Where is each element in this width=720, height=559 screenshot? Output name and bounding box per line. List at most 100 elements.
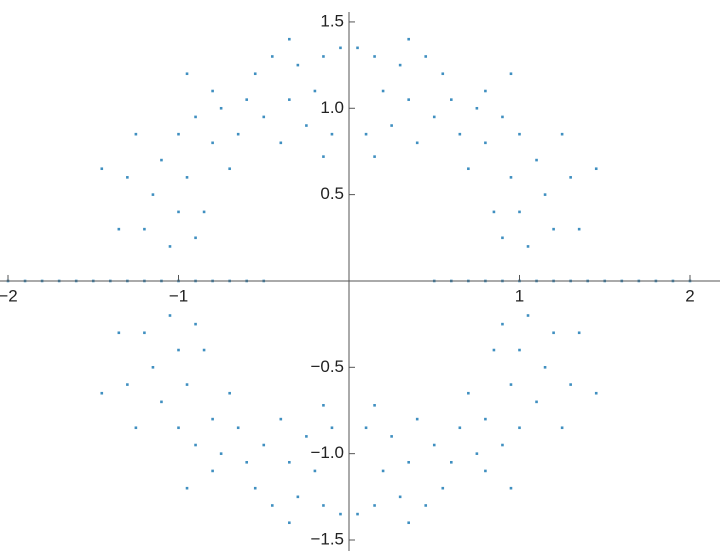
point xyxy=(356,46,359,50)
point xyxy=(577,227,581,231)
point xyxy=(501,443,504,447)
point xyxy=(228,391,231,395)
point xyxy=(279,417,283,421)
point xyxy=(509,486,513,490)
point xyxy=(543,193,547,196)
x-tick-label: −2 xyxy=(0,286,18,305)
point xyxy=(458,426,462,430)
point xyxy=(450,460,453,464)
point xyxy=(322,55,325,58)
point xyxy=(364,426,368,430)
point xyxy=(526,314,530,317)
point xyxy=(398,63,402,67)
point xyxy=(356,512,359,516)
point xyxy=(518,210,521,214)
point xyxy=(322,404,325,407)
point xyxy=(219,452,223,455)
point xyxy=(373,155,376,158)
point xyxy=(262,115,266,119)
point xyxy=(100,391,104,395)
point xyxy=(373,55,376,58)
point xyxy=(211,89,214,93)
point xyxy=(484,417,487,421)
point xyxy=(322,504,325,507)
point xyxy=(305,435,308,438)
point xyxy=(194,322,197,326)
point xyxy=(398,495,402,499)
point xyxy=(424,504,428,507)
point xyxy=(245,98,249,101)
point xyxy=(415,141,419,145)
point xyxy=(126,176,129,179)
point xyxy=(177,348,180,352)
point xyxy=(322,155,325,158)
point xyxy=(177,132,180,136)
point xyxy=(594,391,598,395)
point xyxy=(501,115,504,119)
y-tick-label: 0.5 xyxy=(320,184,344,203)
point xyxy=(509,383,513,386)
point xyxy=(535,400,538,404)
point xyxy=(211,469,214,473)
point xyxy=(560,132,564,136)
point xyxy=(185,486,189,490)
point xyxy=(253,72,257,76)
point xyxy=(288,460,291,464)
point xyxy=(288,37,291,41)
point xyxy=(185,72,189,76)
point xyxy=(168,245,172,248)
point xyxy=(339,512,342,516)
point xyxy=(168,314,172,317)
point xyxy=(194,443,197,447)
point xyxy=(151,193,155,196)
point xyxy=(185,383,189,386)
point xyxy=(450,98,453,101)
point xyxy=(151,366,155,369)
point xyxy=(509,176,513,179)
point xyxy=(484,469,487,473)
point xyxy=(501,236,504,240)
point xyxy=(552,331,555,335)
point xyxy=(569,176,572,179)
point xyxy=(407,521,410,525)
point xyxy=(501,322,504,326)
point xyxy=(202,348,206,352)
point xyxy=(194,115,197,119)
point xyxy=(415,417,419,421)
point xyxy=(177,426,180,430)
point xyxy=(560,426,564,430)
point xyxy=(407,37,410,41)
point xyxy=(407,460,410,464)
point xyxy=(262,443,266,447)
point xyxy=(424,55,428,58)
point xyxy=(185,176,189,179)
point xyxy=(441,486,445,490)
x-tick-label: 1 xyxy=(515,286,524,305)
point xyxy=(313,89,317,93)
point xyxy=(467,167,470,171)
x-tick-label: 2 xyxy=(685,286,694,305)
point xyxy=(509,72,513,76)
point xyxy=(288,521,291,525)
point xyxy=(467,391,470,395)
point xyxy=(484,89,487,93)
point xyxy=(518,348,521,352)
point xyxy=(194,236,197,240)
point xyxy=(569,383,572,386)
point xyxy=(526,245,530,248)
point xyxy=(288,98,291,101)
point xyxy=(160,158,163,162)
point xyxy=(594,167,598,171)
point xyxy=(236,426,240,430)
point xyxy=(253,486,257,490)
y-tick-label: 1.5 xyxy=(320,11,344,30)
point xyxy=(543,366,547,369)
point xyxy=(279,141,283,145)
point xyxy=(296,495,300,499)
point xyxy=(475,452,479,455)
point xyxy=(441,72,445,76)
point xyxy=(492,210,496,214)
point xyxy=(117,227,121,231)
y-tick-label: −1.0 xyxy=(310,443,344,462)
